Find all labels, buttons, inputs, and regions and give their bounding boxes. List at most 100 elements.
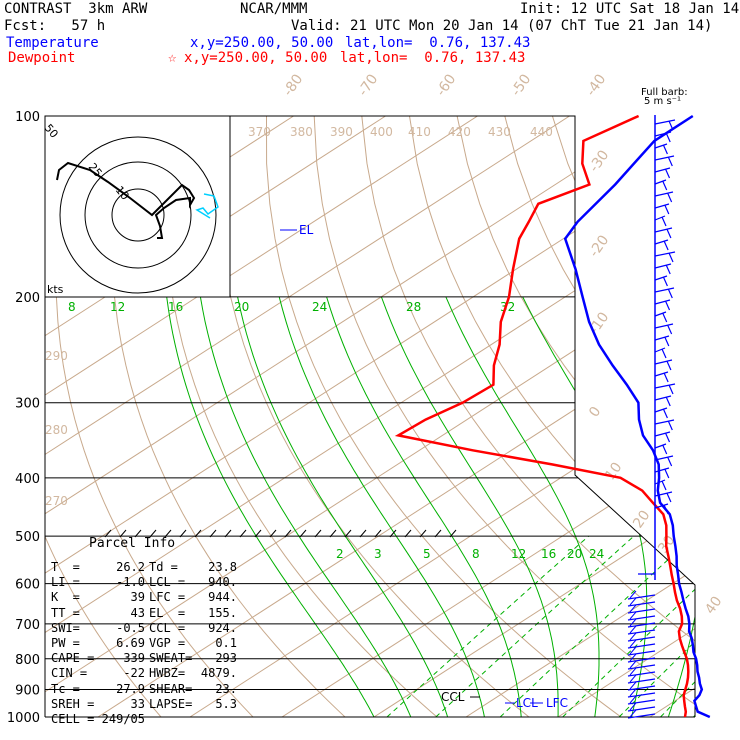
wind-barb-feather — [665, 396, 671, 407]
parcel-value: 27.9 — [116, 681, 145, 696]
wind-barb — [627, 713, 656, 719]
mixing-ratio-label: 24 — [312, 300, 327, 314]
parcel-value: 339 — [123, 651, 145, 666]
wind-barb-feather — [667, 324, 673, 335]
wind-barb-feather — [662, 180, 668, 191]
isotherm-line — [45, 116, 570, 717]
pressure-tick-label: 600 — [15, 578, 40, 593]
wind-barb-feather — [664, 300, 671, 311]
hatch-mark — [404, 529, 412, 538]
theta-label: 390 — [330, 125, 353, 139]
dry-adiabat-line — [215, 116, 530, 717]
hatch-mark — [104, 529, 112, 538]
hatch-mark — [239, 529, 247, 538]
wind-barb-feather — [664, 168, 671, 179]
wind-barb-feather — [629, 709, 637, 718]
wind-barb-feather — [664, 468, 670, 479]
wind-barb-feather — [629, 674, 637, 683]
wind-barb — [627, 622, 656, 628]
theta-label: 440 — [530, 125, 553, 139]
theta-label: 410 — [408, 125, 431, 139]
dry-adiabat-line — [504, 116, 695, 717]
ccl-label: CCL — [441, 690, 465, 704]
wind-barb-feather — [663, 240, 669, 251]
wind-barb-feather — [629, 695, 637, 704]
hatch-mark — [209, 529, 217, 538]
wind-barb-feather — [662, 144, 668, 155]
wind-barb-feather — [666, 360, 672, 371]
wind-barb — [627, 608, 656, 614]
parcel-value: 924. — [208, 620, 237, 635]
lfc-label: LFC — [546, 696, 568, 710]
pressure-tick-label: 200 — [15, 291, 40, 306]
center-name: NCAR/MMM — [240, 1, 308, 17]
wind-barb — [654, 431, 671, 437]
parcel-key: Tc = — [51, 681, 80, 696]
dry-adiabat-line — [110, 116, 346, 717]
parcel-key: EL = — [149, 605, 186, 620]
theta-label: 270 — [45, 494, 68, 508]
moist-adiabat-line — [705, 297, 740, 717]
pressure-tick-label: 800 — [15, 653, 40, 668]
parcel-row: CIN = -22 HWBZ= 4879. — [51, 666, 237, 681]
mixing-ratio-label: 12 — [110, 300, 125, 314]
wind-barb-feather — [667, 156, 673, 167]
wind-barb — [654, 263, 672, 269]
hatch-mark — [314, 529, 322, 538]
isotherm-label: -30 — [586, 147, 612, 175]
wind-barb-feather — [661, 480, 667, 491]
isotherm-label: -70 — [355, 71, 381, 99]
parcel-value: 6.69 — [116, 636, 145, 651]
mixing-ratio-line — [386, 535, 590, 717]
wind-barb-feather — [629, 611, 637, 620]
wind-barb-feather — [668, 252, 674, 263]
wind-barb — [654, 455, 674, 461]
wind-barb — [654, 227, 673, 233]
theta-label: 430 — [488, 125, 511, 139]
parcel-value: 33 — [130, 696, 145, 711]
hatch-mark — [359, 529, 367, 538]
model-title: CONTRAST 3km ARW — [4, 1, 148, 17]
wind-barb — [627, 685, 656, 691]
theta-label: 420 — [448, 125, 471, 139]
theta-label: 380 — [290, 125, 313, 139]
theta-label: 370 — [248, 125, 271, 139]
wind-barb-feather — [664, 204, 670, 215]
parcel-key: CELL = — [51, 712, 95, 727]
isotherm-label: 40 — [702, 594, 725, 618]
wind-barb-feather — [663, 504, 669, 515]
wind-barb — [627, 629, 656, 635]
mixing-ratio-label: 20 — [234, 300, 249, 314]
wind-barb — [627, 657, 656, 663]
parcel-key: TT = — [51, 605, 80, 620]
forecast-hour: Fcst: 57 h — [4, 18, 106, 34]
wind-barb — [654, 479, 666, 485]
hatch-mark — [194, 529, 202, 538]
pressure-tick-label: 900 — [15, 683, 40, 698]
wind-barb-feather — [629, 604, 637, 613]
wind-barb — [654, 443, 667, 449]
wind-barb — [627, 692, 656, 698]
legend-temperature-latlon: lat,lon= 0.76, 137.43 — [345, 35, 531, 51]
mixing-ratio-label: 5 — [423, 547, 431, 561]
hatch-mark — [344, 529, 352, 538]
isotherm-label: -80 — [280, 71, 306, 99]
wind-barb — [654, 311, 667, 317]
hatch-mark — [449, 529, 457, 538]
mixing-ratio-label: 2 — [336, 547, 344, 561]
plot-frame — [45, 115, 696, 717]
wind-barb-feather — [666, 492, 672, 503]
wind-barb — [654, 239, 669, 245]
wind-barb-feather — [629, 590, 637, 599]
wind-barb — [654, 251, 676, 257]
temperature-profile — [563, 114, 711, 719]
mixing-ratio-label: 8 — [472, 547, 480, 561]
dry-adiabat-line — [694, 116, 695, 717]
parcel-row: SWI= -0.5 CCL = 924. — [51, 621, 237, 636]
wind-barb-feather — [665, 264, 671, 275]
hatch-mark — [269, 529, 277, 538]
wind-barb — [654, 203, 670, 209]
hodograph-ring — [59, 136, 217, 294]
wind-barb — [627, 678, 656, 684]
